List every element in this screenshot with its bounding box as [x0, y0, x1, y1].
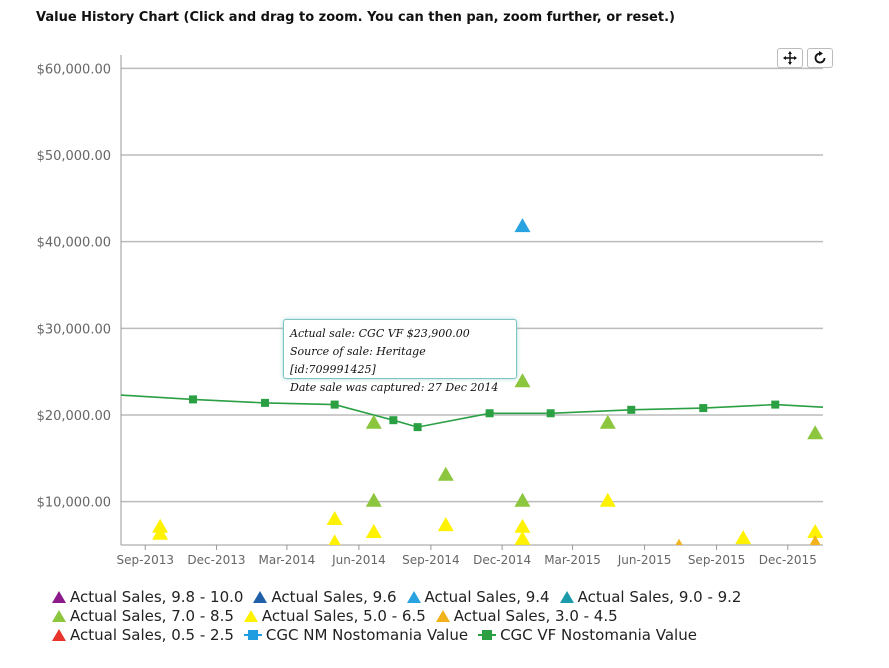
axes: [120, 55, 823, 550]
sale-point[interactable]: [735, 530, 752, 545]
y-tick-label: $10,000.00: [37, 496, 111, 511]
triangle-marker-icon: [559, 591, 574, 603]
legend-item[interactable]: CGC NM Nostomania Value: [243, 626, 469, 644]
legend-label: Actual Sales, 3.0 - 4.5: [453, 607, 618, 625]
x-tick-label: Dec-2014: [473, 553, 531, 567]
legend-item[interactable]: Actual Sales, 9.0 - 9.2: [559, 588, 742, 606]
legend-label: Actual Sales, 9.6: [271, 588, 397, 606]
legend-label: Actual Sales, 0.5 - 2.5: [70, 626, 234, 644]
legend-row: Actual Sales, 7.0 - 8.5 Actual Sales, 5.0…: [52, 607, 852, 626]
y-tick-label: $20,000.00: [37, 409, 111, 424]
sale-point[interactable]: [514, 518, 531, 533]
sale-point[interactable]: [514, 530, 531, 545]
legend-label: Actual Sales, 5.0 - 6.5: [261, 607, 426, 625]
x-tick-label: Mar-2015: [544, 553, 601, 567]
square-marker-icon: [478, 630, 497, 640]
triangle-marker-icon: [243, 610, 258, 622]
legend-row: Actual Sales, 9.8 - 10.0 Actual Sales, 9.…: [52, 588, 852, 607]
value-point[interactable]: [389, 416, 398, 425]
x-tick-label: Dec-2015: [759, 553, 817, 567]
sale-point[interactable]: [807, 535, 823, 549]
series-markers: [152, 218, 824, 553]
legend-label: Actual Sales, 7.0 - 8.5: [70, 607, 234, 625]
legend-item[interactable]: Actual Sales, 3.0 - 4.5: [435, 607, 618, 625]
tooltip-line-source: Source of sale: Heritage [id:709991425]: [290, 345, 426, 376]
reset-zoom-icon[interactable]: [807, 48, 833, 68]
value-point[interactable]: [699, 404, 708, 413]
legend-item[interactable]: Actual Sales, 0.5 - 2.5: [52, 626, 234, 644]
value-point[interactable]: [546, 409, 555, 418]
x-tick-label: Sep-2013: [117, 553, 175, 567]
value-point[interactable]: [330, 400, 339, 409]
legend-item[interactable]: Actual Sales, 5.0 - 6.5: [243, 607, 426, 625]
sale-point[interactable]: [514, 218, 531, 233]
triangle-marker-icon: [253, 591, 268, 603]
legend-item[interactable]: Actual Sales, 9.8 - 10.0: [52, 588, 243, 606]
legend-label: Actual Sales, 9.4: [424, 588, 550, 606]
sale-point[interactable]: [807, 524, 824, 538]
triangle-marker-icon: [52, 629, 66, 641]
sale-tooltip: Actual sale: CGC VF $23,900.00 Source of…: [283, 319, 517, 394]
legend-item[interactable]: Actual Sales, 9.6: [253, 588, 397, 606]
x-tick-label: Dec-2013: [187, 553, 245, 567]
triangle-marker-icon: [52, 610, 66, 622]
y-axis-tick-labels: $10,000.00 $20,000.00 $30,000.00 $40,000.00…: [37, 62, 111, 510]
triangle-marker-icon: [52, 591, 66, 603]
chart-title: Value History Chart (Click and drag to z…: [36, 10, 675, 25]
triangle-marker-icon: [435, 610, 450, 622]
x-axis-tick-labels: Sep-2013 Dec-2013 Mar-2014 Jun-2014 Sep-2014…: [117, 553, 817, 567]
legend-label: CGC VF Nostomania Value: [500, 626, 697, 644]
sale-point[interactable]: [599, 414, 616, 429]
x-tick-label: Jun-2015: [617, 553, 672, 567]
sale-point[interactable]: [365, 524, 382, 538]
legend-label: Actual Sales, 9.8 - 10.0: [70, 588, 244, 606]
value-history-chart[interactable]: $10,000.00 $20,000.00 $30,000.00 $40,000.00…: [0, 0, 889, 585]
sale-point[interactable]: [671, 538, 687, 553]
y-tick-label: $30,000.00: [37, 322, 111, 337]
series-lines: [120, 394, 824, 428]
pan-icon[interactable]: [777, 48, 803, 68]
legend-item[interactable]: CGC VF Nostomania Value: [478, 626, 697, 644]
legend-item[interactable]: Actual Sales, 9.4: [406, 588, 550, 606]
tooltip-line-date: Date sale was captured: 27 Dec 2014: [290, 381, 499, 394]
sale-point[interactable]: [437, 517, 454, 532]
legend-label: CGC NM Nostomania Value: [265, 626, 469, 644]
value-point[interactable]: [189, 395, 197, 404]
sale-point[interactable]: [365, 492, 382, 507]
sale-point[interactable]: [599, 492, 616, 507]
sale-point[interactable]: [514, 492, 531, 507]
sale-point[interactable]: [514, 373, 531, 388]
legend-row: Actual Sales, 0.5 - 2.5 CGC NM Nostomania…: [52, 626, 852, 645]
x-tick-label: Mar-2014: [259, 553, 316, 567]
legend-item[interactable]: Actual Sales, 7.0 - 8.5: [52, 607, 234, 625]
y-tick-label: $40,000.00: [37, 236, 111, 251]
sale-point[interactable]: [327, 534, 343, 548]
tooltip-line-sale: Actual sale: CGC VF $23,900.00: [290, 327, 470, 340]
legend-label: Actual Sales, 9.0 - 9.2: [577, 588, 742, 606]
sale-point[interactable]: [437, 466, 454, 481]
triangle-marker-icon: [406, 591, 421, 603]
chart-legend: Actual Sales, 9.8 - 10.0 Actual Sales, 9.…: [52, 588, 852, 645]
value-point[interactable]: [261, 398, 269, 407]
sale-point[interactable]: [807, 425, 824, 440]
x-tick-label: Jun-2014: [331, 553, 386, 567]
sale-point[interactable]: [152, 525, 169, 540]
value-point[interactable]: [771, 400, 780, 409]
x-tick-label: Sep-2014: [402, 553, 460, 567]
sale-point[interactable]: [326, 511, 343, 525]
grid-lines: [121, 67, 823, 503]
x-tick-label: Sep-2015: [688, 553, 746, 567]
series-line: [120, 394, 824, 428]
value-point[interactable]: [413, 423, 422, 432]
value-point[interactable]: [485, 409, 494, 418]
y-tick-label: $50,000.00: [37, 149, 111, 164]
y-tick-label: $60,000.00: [37, 62, 111, 77]
value-point[interactable]: [627, 405, 636, 414]
sale-point[interactable]: [365, 414, 382, 429]
square-marker-icon: [243, 630, 262, 640]
